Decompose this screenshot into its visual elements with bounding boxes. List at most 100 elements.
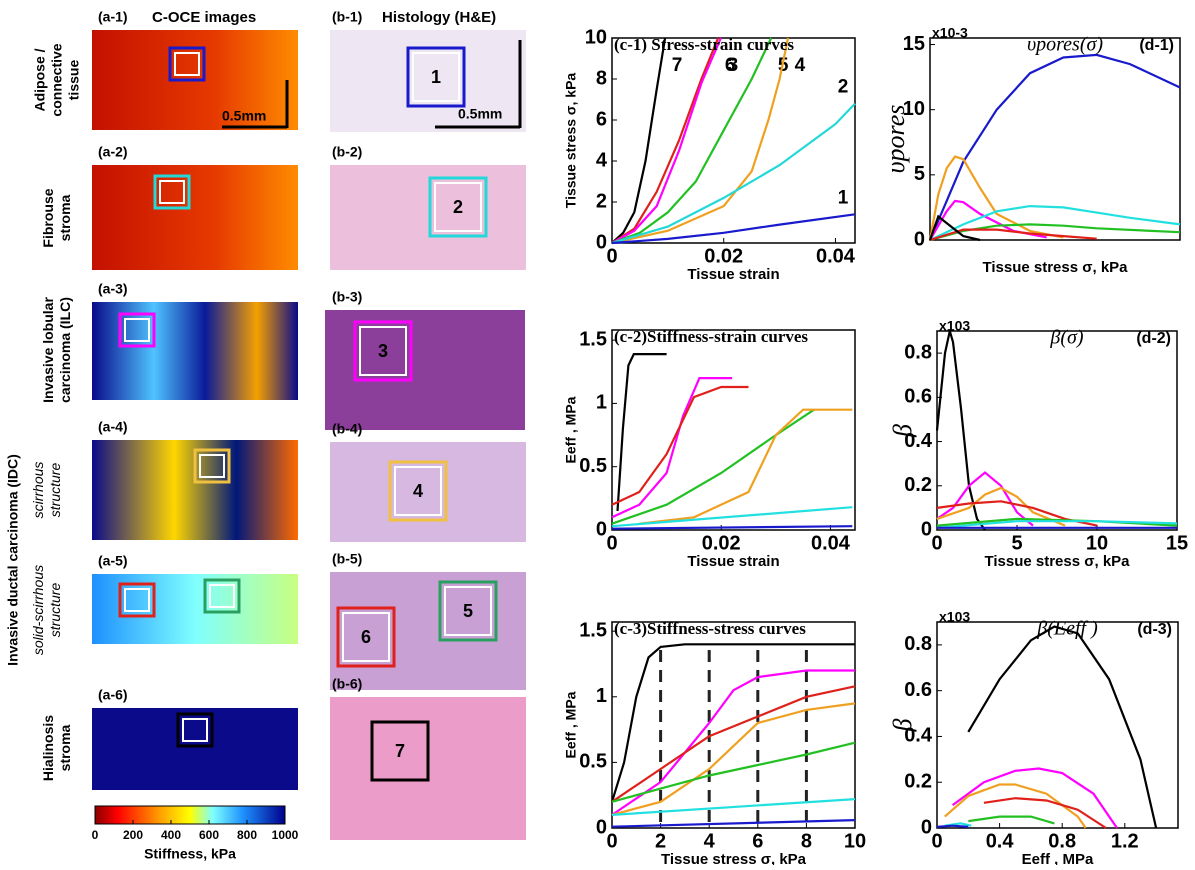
y-tick-label: 0	[596, 231, 607, 253]
x-tick-label: 0	[606, 532, 617, 554]
scale-label: 0.5mm	[222, 108, 266, 124]
x-tick-label: 2	[655, 830, 666, 852]
box-number: 1	[431, 67, 441, 87]
x-axis-label: Tissue strain	[687, 553, 779, 570]
y-tick-label: 5	[914, 163, 925, 185]
box-number: 4	[413, 481, 423, 501]
group-label: Invasive ductal carcinoma (IDC)	[5, 454, 21, 666]
x-tick-label: 4	[704, 830, 716, 852]
panel-label: (b-3)	[332, 289, 362, 305]
x-tick-label: 5	[1011, 532, 1022, 554]
chart: 00.20.40.60.8051015β(σ)(d-2)x103Tissue s…	[888, 318, 1188, 570]
colorbar-tick-label: 0	[92, 828, 99, 842]
y-axis-label: Tissue stress σ, kPa	[563, 73, 579, 209]
y-tick-label: 0	[921, 816, 932, 838]
chart: 00.511.500.020.04(c-2)Stiffness-strain c…	[563, 327, 855, 570]
x-tick-label: 1.2	[1111, 830, 1139, 852]
x-tick-label: 0	[606, 830, 617, 852]
row-label: Fibrouse	[40, 188, 56, 247]
panel-label: (a-6)	[98, 687, 128, 703]
y-tick-label: 8	[596, 67, 607, 89]
plot-frame	[612, 622, 855, 828]
panel-label: (a-3)	[98, 281, 128, 297]
chart-title: (c-1) Stress-strain curves	[614, 35, 794, 54]
plot-frame	[930, 38, 1180, 240]
y-tick-label: 0.6	[904, 679, 932, 701]
row-label: scirrhous	[30, 462, 46, 519]
box-number: 2	[453, 197, 463, 217]
column-title: Histology (H&E)	[382, 9, 496, 26]
colorbar-tick-label: 200	[123, 828, 143, 842]
y-tick-label: 1.5	[579, 328, 607, 350]
row-label: solid-scirrhous	[30, 565, 46, 655]
x-tick-label: 10	[844, 830, 866, 852]
column-title: C-OCE images	[152, 9, 256, 26]
oce-image	[92, 302, 298, 400]
y-axis-label: Eeff , MPa	[563, 396, 579, 463]
panel-label: (d-1)	[1139, 37, 1174, 54]
box-number: 5	[463, 601, 473, 621]
y-tick-label: 15	[903, 33, 925, 55]
panel-label: (b-4)	[332, 421, 362, 437]
panel-label: (b-5)	[332, 551, 362, 567]
panel-label: (b-2)	[332, 144, 362, 160]
x-tick-label: 0.02	[704, 245, 743, 267]
row-label: Invasive lobular	[40, 297, 56, 403]
oce-image	[92, 165, 298, 270]
row-label: stroma	[57, 724, 73, 771]
colorbar-tick-label: 400	[161, 828, 181, 842]
y-tick-label: 0.2	[904, 474, 932, 496]
y-tick-label: 6	[596, 108, 607, 130]
x-axis-label: Tissue stress σ, kPa	[984, 553, 1130, 570]
chart: 00.20.40.60.800.40.81.2β(Eeff )(d-3)x103…	[888, 609, 1178, 865]
y-axis-label: β	[888, 718, 917, 732]
y-tick-label: 10	[585, 26, 607, 48]
y-tick-label: 4	[596, 149, 608, 171]
y-tick-label: 0	[914, 228, 925, 250]
chart-title: β(σ)	[1049, 327, 1083, 349]
y-axis-label: Eeff , MPa	[563, 691, 579, 758]
x-axis-label: Tissue strain	[687, 266, 779, 283]
x-tick-label: 0.02	[702, 532, 741, 554]
x-tick-label: 0	[606, 245, 617, 267]
row-label: Adipose /	[32, 48, 48, 111]
panel-label: (a-4)	[98, 419, 128, 435]
multiplier: x10-3	[932, 25, 968, 41]
x-tick-label: 10	[1086, 532, 1108, 554]
row-label: structure	[47, 463, 63, 518]
panel-label: (d-3)	[1137, 621, 1172, 638]
panel-label: (a-2)	[98, 144, 128, 160]
panel-label: (b-6)	[332, 676, 362, 692]
y-tick-label: 0.8	[904, 341, 932, 363]
x-tick-label: 0.04	[816, 245, 856, 267]
panel-label: (a-5)	[98, 553, 128, 569]
box-number: 6	[361, 627, 371, 647]
x-axis-label: Eeff , MPa	[1022, 851, 1094, 865]
y-tick-label: 1	[596, 685, 607, 707]
multiplier: x103	[939, 318, 970, 334]
row-label: Hialinosis	[40, 715, 56, 781]
row-label: connective	[49, 43, 65, 116]
curve-label: 3	[728, 55, 739, 76]
curve-label: 1	[838, 187, 849, 208]
curve-label: 4	[795, 55, 806, 76]
chart-title: (c-2)Stiffness-strain curves	[614, 327, 808, 346]
box-number: 7	[395, 741, 405, 761]
data-line	[937, 826, 968, 827]
y-axis-label: υpores	[881, 105, 910, 174]
row-label: carcinoma (ILC)	[57, 297, 73, 403]
colorbar-label: Stiffness, kPa	[144, 846, 236, 862]
colorbar-tick-label: 800	[237, 828, 257, 842]
panel-label: (b-1)	[332, 9, 362, 25]
figure: (a-1)(a-2)(a-3)(a-4)(a-5)(a-6)(b-1)(b-2)…	[0, 0, 1195, 865]
panel-label: (d-2)	[1136, 330, 1171, 347]
x-tick-label: 15	[1166, 532, 1188, 554]
row-label: tissue	[66, 60, 82, 101]
x-tick-label: 0	[931, 532, 942, 554]
x-tick-label: 8	[801, 830, 812, 852]
curve-label: 2	[838, 77, 849, 98]
histology-image	[330, 165, 526, 270]
